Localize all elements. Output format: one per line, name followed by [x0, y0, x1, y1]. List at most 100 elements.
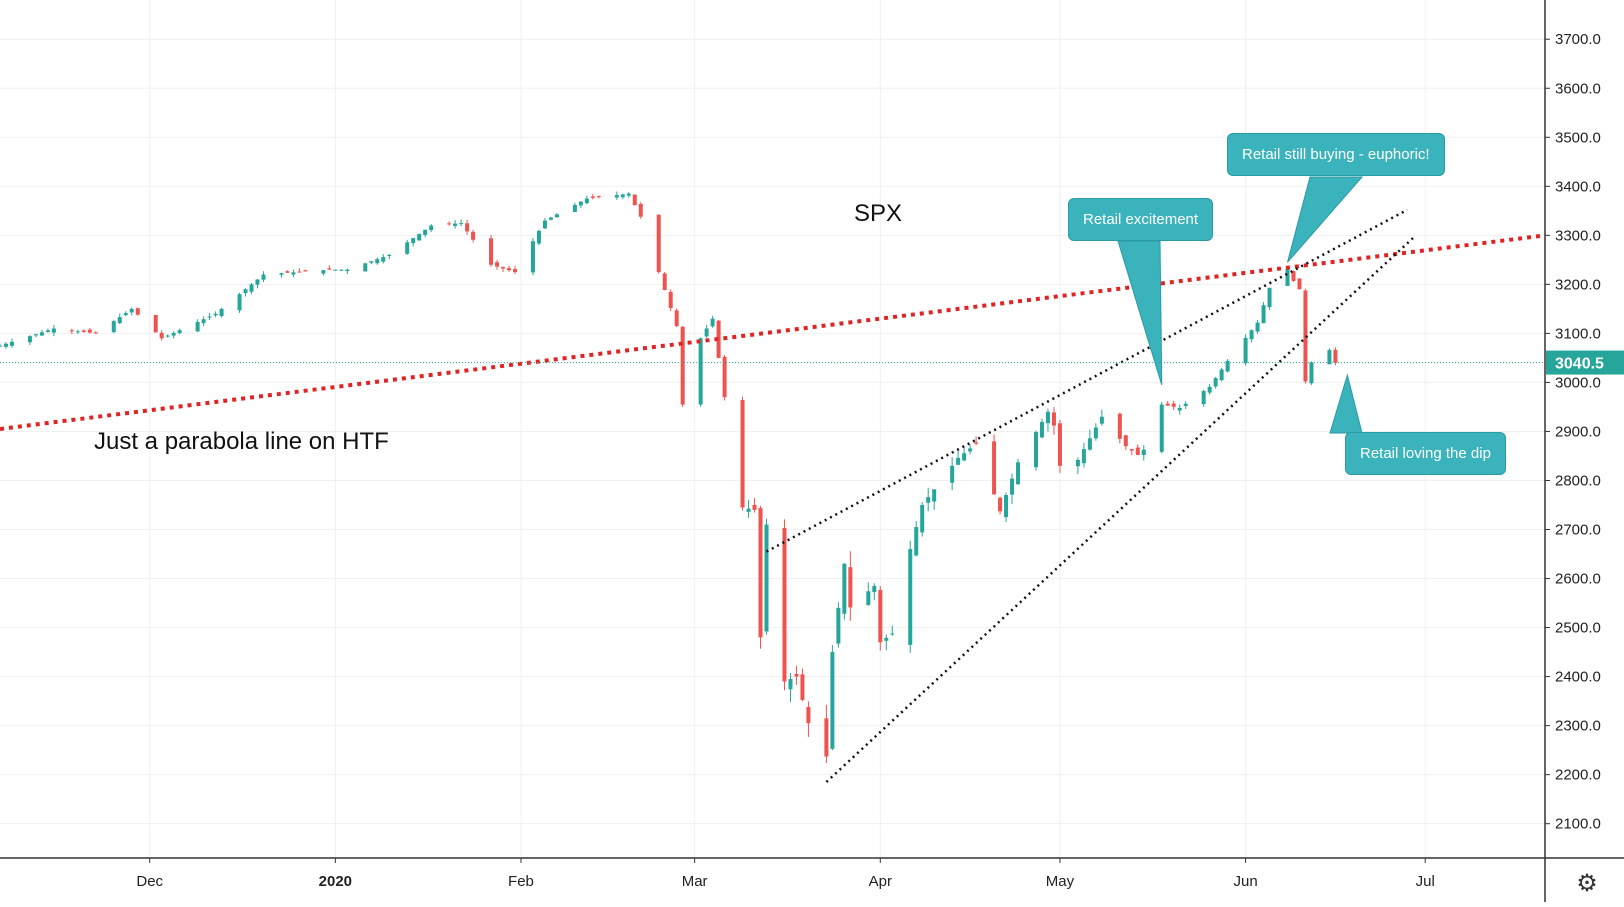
- candle: [1177, 404, 1182, 415]
- candle: [926, 487, 931, 512]
- candle: [1255, 319, 1260, 334]
- y-tick-label: 3500.0: [1555, 129, 1601, 146]
- gear-icon[interactable]: ⚙: [1576, 869, 1598, 897]
- candle: [27, 335, 32, 346]
- candle: [153, 314, 158, 333]
- candle-body: [117, 317, 122, 324]
- candle: [489, 234, 494, 267]
- candle-body: [75, 331, 80, 333]
- candle: [111, 319, 116, 334]
- trend-lines: [0, 176, 1546, 783]
- candle: [255, 279, 260, 289]
- candle: [177, 328, 182, 335]
- candle-body: [1255, 322, 1260, 332]
- candle-body: [237, 294, 242, 311]
- candle: [1129, 449, 1134, 456]
- candle-body: [81, 330, 86, 332]
- y-tick-label: 3000.0: [1555, 374, 1601, 391]
- candle: [662, 272, 667, 291]
- candle: [213, 311, 218, 318]
- candle-body: [1207, 386, 1212, 393]
- x-tick-label: Apr: [869, 873, 892, 890]
- candle-body: [69, 330, 74, 332]
- candle: [429, 224, 434, 233]
- candle: [1051, 407, 1056, 435]
- candle: [327, 265, 332, 271]
- candle: [9, 338, 14, 348]
- candle-body: [489, 238, 494, 265]
- candle: [81, 329, 86, 333]
- candle: [87, 328, 92, 334]
- candle: [596, 195, 601, 199]
- candlestick-series: [0, 191, 1338, 764]
- candle-body: [788, 679, 793, 690]
- candle-body: [632, 194, 637, 206]
- candle-body: [1057, 423, 1062, 466]
- candle: [465, 219, 470, 235]
- trend-line-channel-lower: [825, 236, 1415, 783]
- candle-body: [662, 273, 667, 291]
- candle-body: [1201, 391, 1206, 405]
- candle-body: [459, 223, 464, 225]
- candle: [75, 329, 80, 335]
- candle-body: [542, 220, 547, 229]
- candle: [584, 195, 589, 205]
- candle-body: [1171, 403, 1176, 407]
- candle: [1141, 445, 1146, 461]
- candle: [992, 434, 997, 495]
- candle: [866, 582, 871, 606]
- candle-body: [974, 442, 979, 444]
- candle-body: [1267, 287, 1272, 308]
- candle: [572, 202, 577, 213]
- candle: [698, 337, 703, 407]
- y-tick-label: 3700.0: [1555, 31, 1601, 48]
- candle-body: [363, 263, 368, 272]
- candle-body: [710, 318, 715, 327]
- candle: [1016, 458, 1021, 485]
- candle: [1039, 418, 1044, 439]
- candle: [800, 668, 805, 702]
- candle-body: [890, 633, 895, 635]
- y-tick-label: 3400.0: [1555, 178, 1601, 195]
- candle-body: [255, 279, 260, 285]
- candle-body: [1303, 290, 1308, 382]
- callout-pointer: [1287, 176, 1364, 263]
- candle: [830, 645, 835, 751]
- candle-body: [219, 308, 224, 317]
- candle: [471, 229, 476, 243]
- candle-body: [1261, 305, 1266, 324]
- candle-body: [962, 453, 967, 461]
- candle-body: [872, 585, 877, 593]
- candle-body: [249, 284, 254, 292]
- candle: [117, 313, 122, 325]
- candle: [201, 316, 206, 327]
- candle: [974, 436, 979, 446]
- candle: [824, 704, 829, 764]
- candle: [872, 583, 877, 601]
- candle: [363, 262, 368, 272]
- candle: [345, 268, 350, 275]
- candle-body: [590, 196, 595, 198]
- candle-body: [495, 262, 500, 267]
- candle: [1171, 400, 1176, 411]
- candle-body: [423, 229, 428, 235]
- candle-body: [722, 356, 727, 398]
- candle: [369, 260, 374, 265]
- candle-body: [548, 217, 553, 220]
- candle: [93, 331, 98, 334]
- candle: [554, 213, 559, 218]
- candle: [890, 625, 895, 636]
- candle: [1045, 408, 1050, 432]
- candle: [1201, 389, 1206, 407]
- candle: [51, 325, 56, 337]
- candle-body: [471, 231, 476, 240]
- x-tick-label: Feb: [508, 873, 534, 890]
- trend-line-channel-upper: [765, 208, 1408, 553]
- candle-body: [33, 334, 38, 336]
- candle-body: [614, 195, 619, 198]
- candle: [339, 269, 344, 272]
- candle-body: [884, 637, 889, 641]
- candle-body: [800, 674, 805, 700]
